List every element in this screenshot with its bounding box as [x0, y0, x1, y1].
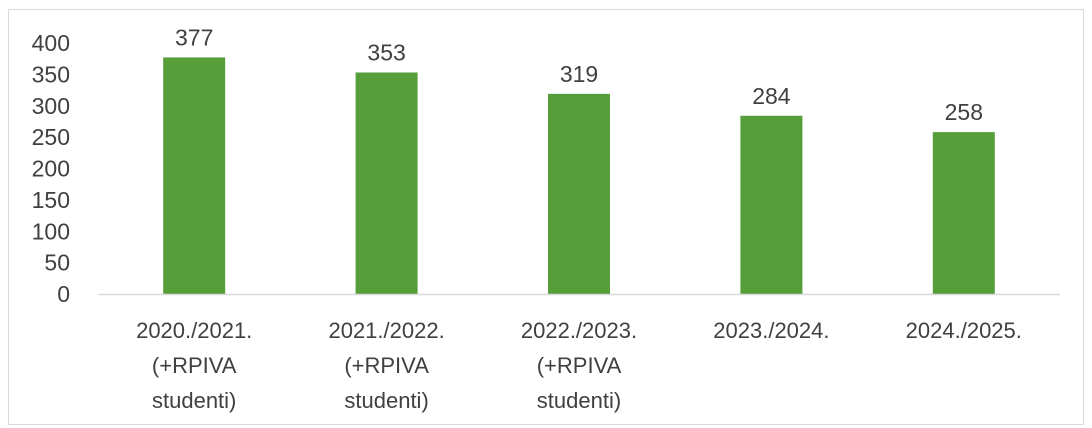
y-tick-label-100: 100	[32, 218, 70, 244]
data-label-3: 319	[560, 61, 598, 87]
y-tick-label-200: 200	[32, 156, 70, 182]
category-label-1-line-3: studenti)	[152, 388, 236, 413]
bar-4	[740, 115, 803, 294]
category-label-3-line-3: studenti)	[537, 388, 621, 413]
category-label-1-line-2: (+RPIVA	[152, 353, 237, 378]
y-tick-label-300: 300	[32, 93, 70, 119]
category-label-3-line-2: (+RPIVA	[537, 353, 622, 378]
data-label-2: 353	[367, 39, 405, 65]
y-tick-label-50: 50	[44, 250, 70, 276]
data-label-4: 284	[752, 83, 791, 109]
category-label-3-line-1: 2022./2023.	[521, 318, 637, 343]
y-tick-label-350: 350	[32, 61, 70, 87]
bar-3	[548, 93, 610, 294]
y-tick-label-150: 150	[32, 187, 70, 213]
data-label-1: 377	[175, 24, 213, 50]
category-label-5-line-1: 2024./2025.	[906, 318, 1022, 343]
y-tick-label-400: 400	[32, 30, 70, 56]
y-tick-label-0: 0	[57, 281, 70, 307]
data-label-5: 258	[945, 99, 983, 125]
category-label-2-line-2: (+RPIVA	[344, 353, 429, 378]
bar-5	[932, 132, 995, 294]
y-tick-label-250: 250	[32, 124, 70, 150]
bar-1	[163, 57, 226, 295]
category-label-4-line-1: 2023./2024.	[713, 318, 829, 343]
category-label-2-line-3: studenti)	[344, 388, 428, 413]
category-label-1-line-1: 2020./2021.	[136, 318, 252, 343]
category-label-2-line-1: 2021./2022.	[328, 318, 444, 343]
bar-2	[355, 72, 418, 295]
